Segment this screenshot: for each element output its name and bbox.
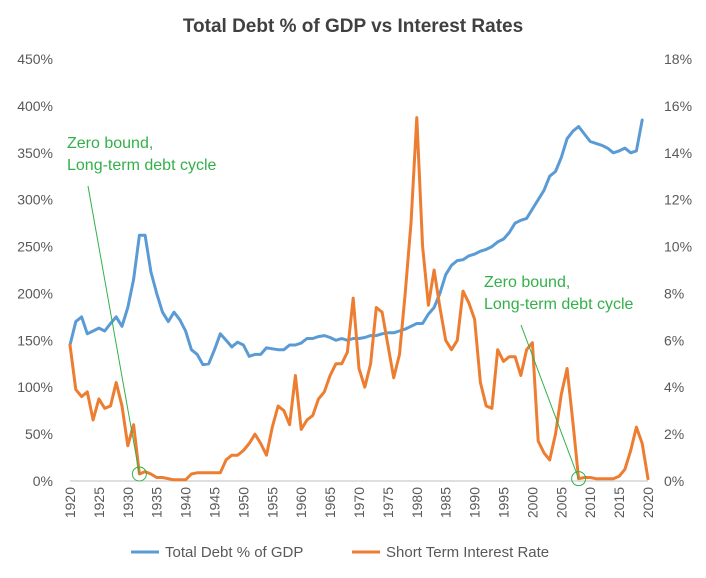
x-tick-label: 1920	[62, 487, 78, 518]
legend: Total Debt % of GDP Short Term Interest R…	[131, 544, 549, 561]
annotation-pointer	[87, 185, 140, 475]
y-right-tick-label: 16%	[664, 98, 692, 114]
annotation-text: Zero bound,	[67, 135, 153, 152]
y-right-tick-label: 6%	[664, 332, 684, 348]
y-left-tick-label: 450%	[17, 51, 53, 67]
y-left-tick-label: 50%	[25, 426, 53, 442]
x-tick-label: 2000	[524, 487, 540, 518]
y-right-tick-label: 4%	[664, 379, 684, 395]
y-right-tick-label: 8%	[664, 285, 684, 301]
y-right-tick-label: 12%	[664, 192, 692, 208]
legend-label-2: Short Term Interest Rate	[386, 544, 549, 561]
x-tick-label: 2010	[582, 487, 598, 518]
x-tick-label: 1960	[293, 487, 309, 518]
x-tick-label: 1950	[235, 487, 251, 518]
annotation-text: Long-term debt cycle	[67, 157, 217, 174]
x-tick-label: 2020	[640, 487, 656, 518]
annotation-text: Zero bound,	[484, 274, 570, 291]
x-tick-label: 1975	[380, 487, 396, 518]
axes-group: 0% 50% 100% 150% 200% 250% 300% 350% 400% 450% 0% 2…	[17, 51, 692, 518]
x-tick-label: 1985	[438, 487, 454, 518]
y-left-tick-label: 400%	[17, 98, 53, 114]
x-tick-label: 1935	[149, 487, 165, 518]
x-tick-label: 1965	[322, 487, 338, 518]
x-tick-label: 1945	[207, 487, 223, 518]
y-right-tick-label: 14%	[664, 145, 692, 161]
y-left-tick-label: 100%	[17, 379, 53, 395]
legend-label-1: Total Debt % of GDP	[165, 544, 303, 561]
y-left-tick-label: 0%	[33, 473, 53, 489]
y-left-tick-label: 200%	[17, 285, 53, 301]
chart-title: Total Debt % of GDP vs Interest Rates	[183, 16, 523, 37]
annotations-group: Zero bound, Long-term debt cycle Zero boun…	[67, 135, 634, 487]
x-tick-label: 1930	[120, 487, 136, 518]
annotation-pointer	[520, 324, 580, 479]
x-tick-label: 1970	[351, 487, 367, 518]
y-left-tick-label: 300%	[17, 192, 53, 208]
x-tick-label: 1925	[91, 487, 107, 518]
series-group	[68, 116, 650, 482]
annotation-circle	[571, 471, 587, 487]
x-tick-label: 2015	[611, 487, 627, 518]
y-right-tick-label: 10%	[664, 239, 692, 255]
x-tick-label: 1990	[467, 487, 483, 518]
x-tick-label: 1940	[178, 487, 194, 518]
annotation-text: Long-term debt cycle	[484, 296, 634, 313]
x-tick-label: 2005	[553, 487, 569, 518]
annotation-circle	[131, 466, 147, 482]
x-tick-label: 1995	[496, 487, 512, 518]
x-tick-label: 1955	[264, 487, 280, 518]
y-left-tick-label: 250%	[17, 239, 53, 255]
series-line-2	[68, 116, 650, 482]
y-right-tick-label: 18%	[664, 51, 692, 67]
y-right-tick-label: 2%	[664, 426, 684, 442]
y-right-tick-label: 0%	[664, 473, 684, 489]
x-tick-label: 1980	[409, 487, 425, 518]
y-left-tick-label: 350%	[17, 145, 53, 161]
y-left-tick-label: 150%	[17, 332, 53, 348]
